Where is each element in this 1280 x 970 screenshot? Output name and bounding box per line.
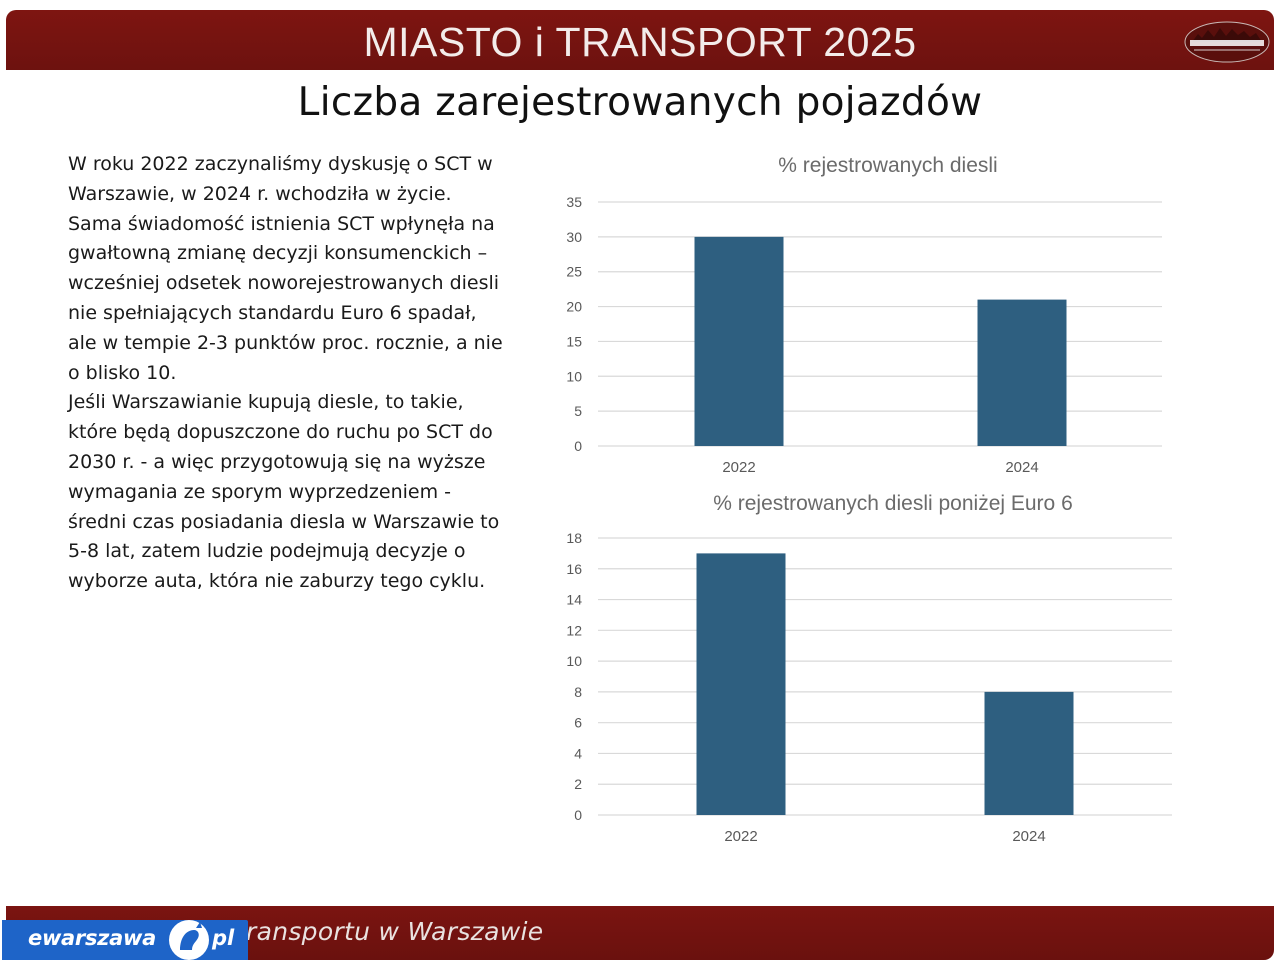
chart-1-y-tick-label: 15 xyxy=(566,333,582,349)
chart-2-x-tick-label: 2022 xyxy=(724,828,757,845)
chart-2-y-tick-label: 10 xyxy=(566,653,582,669)
mermaid-logo-icon xyxy=(169,920,209,960)
body-text-block: W roku 2022 zaczynaliśmy dyskusję o SCT … xyxy=(68,150,548,597)
ewarszawa-badge[interactable]: ewarszawa pl xyxy=(2,920,248,960)
chart-2-title: % rejestrowanych diesli poniżej Euro 6 xyxy=(713,492,1073,515)
badge-name: ewarszawa xyxy=(28,926,156,950)
chart-2-y-tick-label: 0 xyxy=(574,807,582,823)
chart-2-bar-2024 xyxy=(984,691,1074,815)
chart-1-y-tick-label: 35 xyxy=(566,194,582,210)
chart-1-y-tick-label: 25 xyxy=(566,264,582,280)
chart-2-y-tick-label: 16 xyxy=(566,561,582,577)
chart-2-y-tick-label: 6 xyxy=(574,715,582,731)
chart-2-y-tick-label: 14 xyxy=(566,592,582,608)
chart-2-y-tick-label: 2 xyxy=(574,776,582,792)
chart-1-bar-2022 xyxy=(694,236,784,446)
chart-2-y-tick-label: 18 xyxy=(566,530,582,546)
chart-1-y-tick-label: 10 xyxy=(566,368,582,384)
chart-2-y-tick-label: 12 xyxy=(566,622,582,638)
header-bar: MIASTO i TRANSPORT 2025 xyxy=(6,10,1274,70)
conference-logo xyxy=(1184,21,1270,63)
chart-1-title: % rejestrowanych diesli xyxy=(778,154,997,177)
header-title: MIASTO i TRANSPORT 2025 xyxy=(363,19,917,65)
footer-text: ransportu w Warszawie xyxy=(246,917,544,946)
chart-2-bar-2022 xyxy=(696,553,786,815)
chart-2-y-tick-label: 8 xyxy=(574,684,582,700)
chart-2-y-tick-label: 4 xyxy=(574,745,582,761)
chart-2-x-tick-label: 2024 xyxy=(1012,828,1045,845)
chart-1-y-tick-label: 20 xyxy=(566,299,582,315)
chart-1-y-tick-label: 5 xyxy=(574,403,582,419)
chart-1-x-tick-label: 2022 xyxy=(722,459,755,476)
chart-1-bar-2024 xyxy=(977,299,1067,446)
slide-title: Liczba zarejestrowanych pojazdów xyxy=(297,80,983,125)
chart-1-x-tick-label: 2024 xyxy=(1005,459,1038,476)
body-paragraph: W roku 2022 zaczynaliśmy dyskusję o SCT … xyxy=(68,153,503,593)
chart-1-y-tick-label: 30 xyxy=(566,229,582,245)
charts-panel: % rejestrowanych diesli05101520253035202… xyxy=(566,154,1172,845)
badge-tld: pl xyxy=(212,926,235,950)
chart-1-y-tick-label: 0 xyxy=(574,438,582,454)
